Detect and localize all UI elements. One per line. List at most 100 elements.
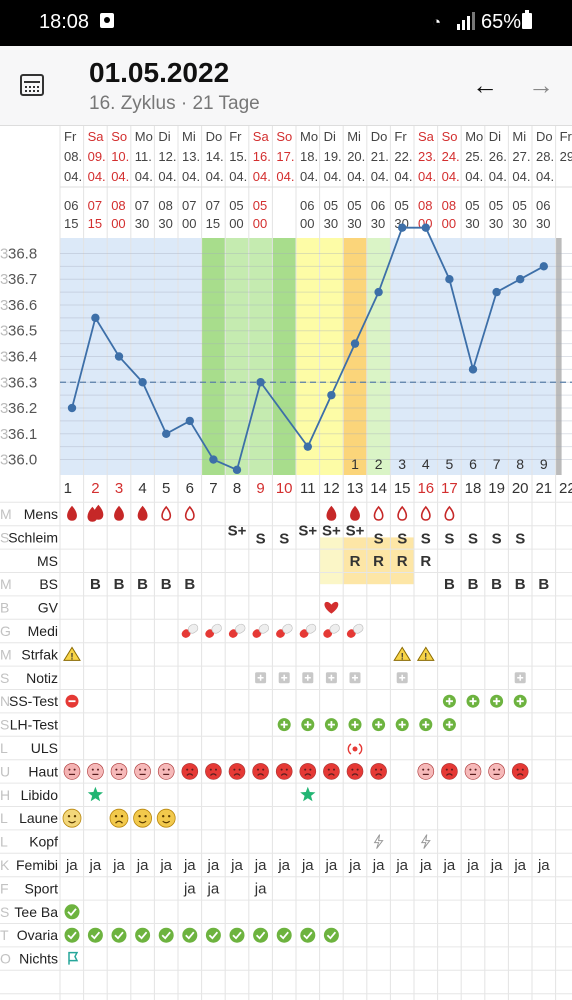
month-label: 04. <box>276 169 294 184</box>
face-eye <box>285 768 288 771</box>
status-time: 18:08 <box>39 11 90 33</box>
temperature-point <box>232 465 242 475</box>
face-eye <box>209 768 212 771</box>
face-eye <box>168 815 171 818</box>
time-hour: 06 <box>300 198 314 213</box>
cycle-day-number: 9 <box>256 480 264 497</box>
note-mark <box>352 674 358 681</box>
face-icon <box>205 763 222 780</box>
face-icon <box>370 763 387 780</box>
plus-mark <box>516 697 524 705</box>
temperature-point <box>374 287 383 297</box>
row-label-uls: ULS <box>31 740 58 756</box>
check-icon <box>253 927 269 943</box>
row-label-lh-test: LH-Test <box>10 717 58 733</box>
row-label-faint: B <box>0 600 9 616</box>
time-hour: 05 <box>465 198 479 213</box>
row-label-schleim: Schleim <box>8 529 58 545</box>
cycle-day-number: 22 <box>559 480 572 497</box>
heart-icon <box>324 601 339 614</box>
y-tick-faint: 3 <box>0 323 8 340</box>
face-icon <box>511 763 529 780</box>
row-value: B <box>468 576 479 593</box>
face-eye <box>238 768 241 771</box>
plus-mark <box>351 721 359 729</box>
row-label-faint: L <box>0 834 8 850</box>
phase-band <box>366 238 391 475</box>
day-label: 09. <box>88 149 106 164</box>
row-value: S <box>397 530 407 547</box>
time-minute: 00 <box>300 216 314 231</box>
row-label-faint: M <box>0 576 12 592</box>
note-mark <box>399 674 406 681</box>
face-eye <box>162 815 165 818</box>
post-ovulation-day: 8 <box>516 456 524 472</box>
day-label: 19. <box>324 149 342 164</box>
weekday-label: Di <box>489 129 501 144</box>
check-mark <box>208 931 219 940</box>
y-tick-label: 36.0 <box>8 452 37 469</box>
face-icon <box>252 763 269 780</box>
mood-face-icon <box>62 808 82 828</box>
month-label: 04. <box>442 169 460 184</box>
check-icon <box>135 927 151 943</box>
day-label: 14. <box>206 149 224 164</box>
pill-half <box>228 629 238 638</box>
pill-icon <box>299 623 317 638</box>
ultrasound-waves <box>347 743 363 755</box>
day-label: 25. <box>465 149 483 164</box>
y-tick-faint: 3 <box>0 349 8 366</box>
previous-cycle-arrow-icon[interactable]: ← <box>472 70 498 100</box>
row-value: B <box>90 576 101 593</box>
face-eye <box>97 768 99 771</box>
post-ovulation-day: 2 <box>375 456 383 472</box>
row-value: B <box>114 576 125 593</box>
row-value: ja <box>207 857 220 874</box>
calendar-icon[interactable] <box>20 74 44 96</box>
face-eye <box>309 768 312 771</box>
time-hour: 05 <box>229 198 243 213</box>
wifi-icon: ◔ <box>432 14 442 31</box>
month-label: 04. <box>371 169 389 184</box>
check-mark <box>67 908 77 917</box>
row-value: ja <box>254 857 267 874</box>
day-label: 16. <box>253 149 271 164</box>
next-cycle-arrow-icon[interactable]: → <box>528 70 554 100</box>
y-tick-faint: 3 <box>0 297 8 314</box>
blood-drop-icon <box>93 504 104 520</box>
phase-band <box>272 238 296 475</box>
face-eye <box>68 768 71 771</box>
face-icon <box>134 763 151 780</box>
face-mouth <box>516 773 524 776</box>
row-label-strfak: Strfak <box>21 646 59 662</box>
pill-half <box>187 623 199 634</box>
row-value: ja <box>443 857 456 874</box>
check-mark <box>161 931 171 940</box>
weekday-label: Di <box>324 129 336 144</box>
time-minute: 30 <box>465 216 479 231</box>
blood-drop-icon <box>67 505 77 521</box>
time-minute: 30 <box>512 216 526 231</box>
day-label: 24. <box>442 149 460 164</box>
post-ovulation-day: 4 <box>422 456 430 472</box>
row-label-nichts: Nichts <box>19 951 58 967</box>
note-mark <box>257 674 264 681</box>
time-minute: 30 <box>489 216 503 231</box>
cycle-day-number: 21 <box>535 480 552 497</box>
face-eye <box>91 768 94 771</box>
face-icon <box>346 763 364 780</box>
month-label: 04. <box>229 169 247 184</box>
row-value: S <box>421 530 431 547</box>
check-mark <box>303 931 313 940</box>
day-label: 13. <box>182 149 200 164</box>
temperature-point <box>256 378 265 387</box>
cycle-day-number: 3 <box>115 480 123 497</box>
pill-icon <box>228 623 246 638</box>
face-eye <box>493 768 495 771</box>
star-icon <box>87 786 104 802</box>
temperature-line <box>71 226 545 472</box>
day-label: 08. <box>64 149 82 164</box>
weekday-label: Mo <box>465 129 483 144</box>
schleim-highlight <box>319 537 344 585</box>
